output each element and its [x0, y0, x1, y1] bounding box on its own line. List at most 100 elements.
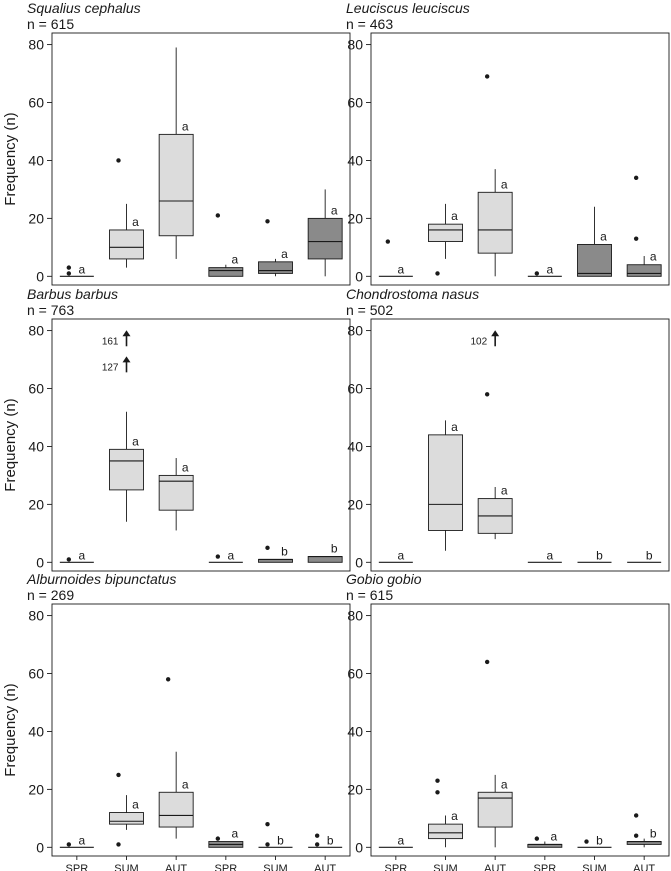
off-scale-value-label: 102 — [470, 336, 487, 347]
species-title: Barbus barbus — [27, 286, 118, 302]
sample-size-label: n = 463 — [346, 16, 393, 32]
y-tick-label: 20 — [28, 496, 44, 512]
box-sum-2017: 161 127 a — [102, 330, 144, 522]
species-title: Leuciscus leuciscus — [346, 0, 470, 16]
significance-letter: a — [281, 247, 288, 261]
outlier-point — [534, 271, 540, 276]
box-aut-2021: a — [626, 175, 662, 277]
significance-letter: a — [78, 548, 85, 562]
significance-letter: a — [231, 827, 238, 841]
iqr-box — [477, 791, 513, 828]
outlier-point — [633, 833, 639, 838]
outlier-point — [435, 790, 440, 795]
y-tick-label: 0 — [36, 268, 44, 284]
y-tick-label: 60 — [347, 381, 363, 397]
iqr-box — [208, 267, 244, 277]
iqr-box — [307, 556, 343, 563]
season-label: AUT — [165, 863, 187, 871]
outlier-point — [435, 271, 440, 276]
outlier-point — [435, 778, 440, 783]
significance-letter: b — [596, 548, 603, 562]
species-title: Chondrostoma nasus — [346, 286, 479, 302]
outlier-point — [215, 836, 221, 841]
iqr-box — [158, 133, 194, 237]
y-tick-label: 80 — [28, 323, 44, 339]
iqr-box — [109, 448, 144, 491]
iqr-box — [626, 264, 662, 277]
y-tick-label: 20 — [28, 781, 44, 797]
species-title: Gobio gobio — [346, 571, 422, 587]
box-sum-2017: a — [428, 420, 463, 551]
box-sum-2021: b — [258, 544, 293, 563]
season-label: AUT — [484, 863, 506, 871]
box-sum-2017: a — [109, 158, 144, 268]
sample-size-label: n = 269 — [27, 587, 74, 603]
significance-letter: a — [501, 484, 508, 498]
species-title: Squalius cephalus — [27, 0, 141, 16]
y-tick-label: 20 — [347, 210, 363, 226]
y-tick-label: 80 — [347, 37, 363, 53]
significance-letter: b — [281, 544, 288, 558]
panel-frame — [51, 603, 351, 857]
significance-letter: a — [546, 262, 553, 276]
significance-letter: a — [182, 119, 189, 133]
significance-letter: a — [501, 777, 508, 791]
outlier-point — [165, 677, 171, 682]
outlier-point — [66, 265, 72, 270]
box-sum-2017: a — [428, 778, 463, 848]
y-tick-label: 0 — [36, 839, 44, 855]
iqr-box — [428, 434, 463, 531]
significance-letter: a — [397, 548, 404, 562]
box-aut-2017: a — [477, 659, 513, 848]
outlier-point — [484, 392, 490, 397]
significance-letter: a — [451, 209, 458, 223]
box-spr-2021: a — [527, 548, 562, 563]
y-tick-label: 20 — [347, 781, 363, 797]
box-spr-2021: a — [208, 548, 243, 563]
panel-frame — [370, 318, 670, 572]
significance-letter: a — [600, 229, 607, 243]
iqr-box — [158, 474, 194, 511]
box-spr-2017: a — [378, 239, 413, 277]
box-spr-2017: a — [378, 548, 413, 563]
season-label: AUT — [633, 863, 655, 871]
y-tick-label: 60 — [28, 95, 44, 111]
significance-letter: a — [132, 215, 139, 229]
box-spr-2021: a — [208, 827, 244, 848]
outlier-point — [484, 659, 490, 665]
up-arrow-icon — [491, 330, 500, 337]
outlier-point — [265, 821, 270, 827]
iqr-box — [109, 812, 144, 825]
box-sum-2021: a — [577, 206, 612, 277]
outlier-point — [633, 175, 639, 181]
box-aut-2021: a — [307, 189, 343, 277]
sample-size-label: n = 502 — [346, 302, 393, 318]
outlier-point — [265, 219, 270, 224]
sample-size-label: n = 615 — [346, 587, 393, 603]
box-spr-2017: a — [378, 833, 413, 848]
outlier-point — [484, 74, 490, 79]
panel-frame — [370, 603, 670, 857]
outlier-point — [584, 839, 589, 844]
outlier-point — [265, 545, 270, 551]
y-tick-label: 40 — [28, 152, 44, 168]
box-aut-2021: b — [307, 542, 343, 563]
significance-letter: a — [501, 177, 508, 191]
outlier-point — [66, 842, 72, 847]
outlier-point — [215, 213, 221, 218]
significance-letter: b — [596, 833, 603, 847]
box-aut-2017: 102 a — [470, 330, 513, 540]
y-tick-label: 0 — [355, 554, 363, 570]
outlier-point — [215, 554, 221, 559]
significance-letter: a — [231, 253, 238, 267]
season-label: SPR — [215, 863, 238, 871]
season-label: SPR — [534, 863, 557, 871]
outlier-point — [314, 833, 320, 838]
box-aut-2017: a — [158, 47, 194, 259]
box-aut-2017: a — [158, 458, 194, 531]
significance-letter: a — [397, 262, 404, 276]
significance-letter: a — [451, 420, 458, 434]
